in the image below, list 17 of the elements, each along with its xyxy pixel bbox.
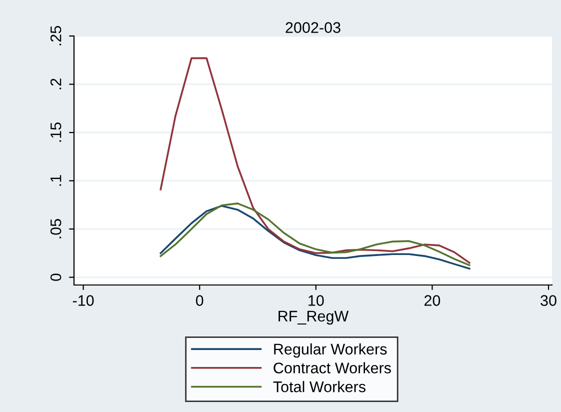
legend-label: Regular Workers bbox=[274, 343, 387, 358]
y-tick-label: 0 bbox=[50, 274, 62, 281]
y-tick-label: .05 bbox=[50, 219, 62, 238]
x-tick-label: 10 bbox=[308, 295, 324, 306]
x-tick-label: 0 bbox=[196, 295, 204, 306]
chart-title: 2002-03 bbox=[286, 22, 340, 33]
y-tick-label: .25 bbox=[50, 26, 62, 46]
x-axis-title: RF_RegW bbox=[278, 310, 349, 325]
y-tick-label: .15 bbox=[50, 122, 62, 142]
legend-label: Contract Workers bbox=[274, 362, 391, 374]
x-tick-label: 20 bbox=[424, 295, 440, 306]
line-series bbox=[160, 57, 470, 264]
x-tick-label: 30 bbox=[540, 295, 556, 306]
y-tick-label: .2 bbox=[50, 78, 62, 90]
y-tick-label: .1 bbox=[50, 175, 62, 186]
x-tick-label: -10 bbox=[72, 295, 94, 306]
legend-label: Total Workers bbox=[273, 381, 366, 392]
